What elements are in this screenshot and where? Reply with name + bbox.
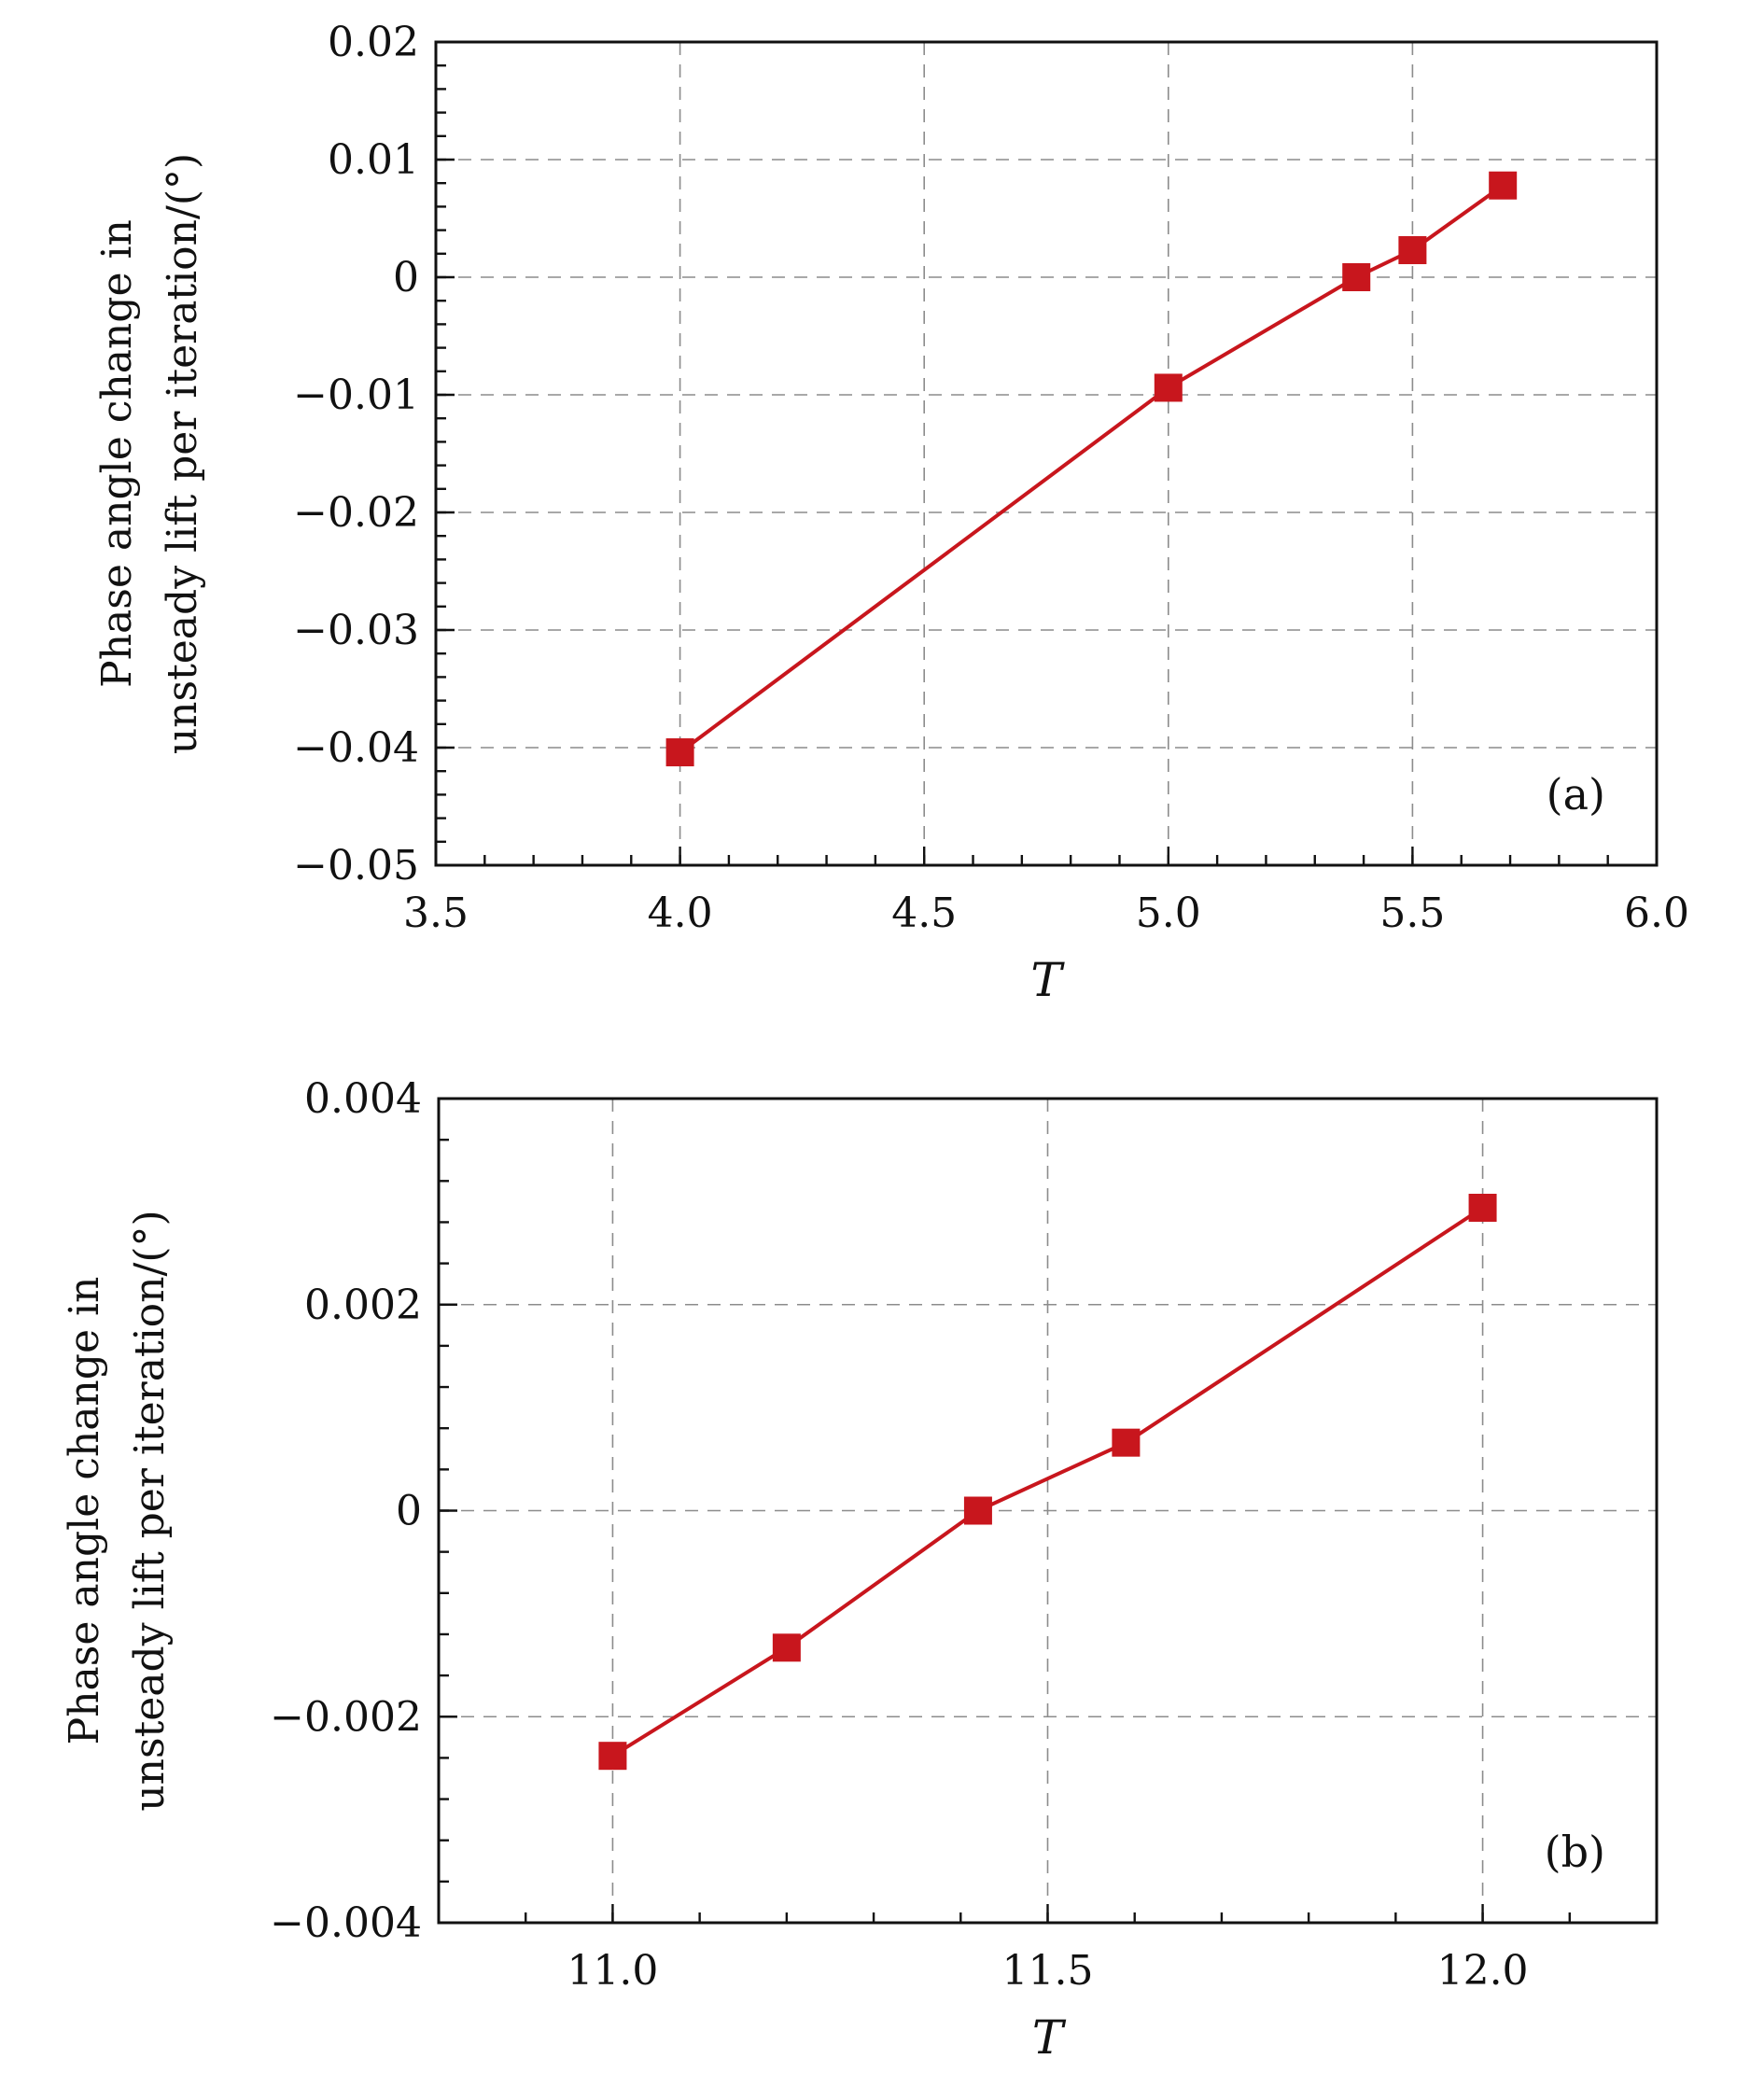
data-point-marker xyxy=(598,1742,627,1771)
x-axis-title: T xyxy=(1032,2010,1067,2065)
x-tick-label: 5.0 xyxy=(1136,889,1201,937)
data-point-marker xyxy=(1489,171,1518,200)
y-tick-label: −0.05 xyxy=(293,842,419,889)
y-tick-label: 0.02 xyxy=(328,19,419,66)
series-line xyxy=(679,184,1505,754)
panel-b: 11.0 11.5 12.0 −0.004 −0.002 0 0.002 0.004 T Phas… xyxy=(61,1075,1659,2065)
y-tick-label: 0 xyxy=(393,254,419,301)
x-tick-label: 6.0 xyxy=(1624,889,1689,937)
x-tick-label: 4.0 xyxy=(648,889,713,937)
x-tick-label: 3.5 xyxy=(403,889,469,937)
x-tick-label: 11.0 xyxy=(567,1947,658,1995)
y-tick-label: −0.01 xyxy=(293,371,419,419)
data-point-marker xyxy=(665,738,694,767)
y-axis-title-line: Phase angle change in xyxy=(61,1277,108,1745)
y-tick-label: −0.02 xyxy=(293,489,419,537)
y-tick-label: −0.002 xyxy=(270,1693,422,1741)
y-tick-label: −0.04 xyxy=(293,724,419,772)
data-point-marker xyxy=(1112,1428,1141,1457)
x-tick-label: 11.5 xyxy=(1002,1947,1094,1995)
plot-frame xyxy=(434,40,1659,867)
y-tick-label: 0.004 xyxy=(304,1075,422,1123)
data-point-marker xyxy=(772,1633,801,1662)
y-axis-title-line: unsteady lift per iteration/(°) xyxy=(159,153,206,754)
y-tick-label: 0.002 xyxy=(304,1282,422,1329)
panel-a: 3.5 4.0 4.5 5.0 5.5 6.0 −0.05 −0.04 −0.03 −0.02 −0… xyxy=(93,19,1689,1007)
x-axis-title: T xyxy=(1030,953,1065,1007)
plot-frame xyxy=(437,1097,1659,1925)
x-tick-label: 12.0 xyxy=(1437,1947,1529,1995)
panel-label: (b) xyxy=(1545,1827,1605,1877)
data-point-marker xyxy=(1342,263,1371,291)
data-point-marker xyxy=(1398,236,1427,265)
y-axis-title-line: Phase angle change in xyxy=(93,219,141,688)
data-point-marker xyxy=(963,1496,992,1525)
y-tick-label: −0.004 xyxy=(270,1899,422,1947)
y-axis-title-line: unsteady lift per iteration/(°) xyxy=(126,1210,174,1811)
y-tick-label: 0.01 xyxy=(328,136,419,184)
panel-label: (a) xyxy=(1547,769,1605,819)
y-tick-label: −0.03 xyxy=(293,607,419,654)
data-point-marker xyxy=(1468,1193,1497,1222)
data-point-marker xyxy=(1154,373,1183,402)
x-tick-label: 4.5 xyxy=(891,889,957,937)
x-tick-label: 5.5 xyxy=(1379,889,1445,937)
y-tick-label: 0 xyxy=(396,1488,422,1535)
